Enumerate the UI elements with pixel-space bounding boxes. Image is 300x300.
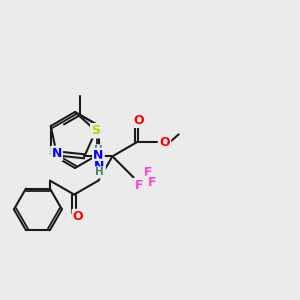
Text: F: F xyxy=(134,179,143,192)
Text: F: F xyxy=(147,176,156,189)
Text: N: N xyxy=(93,149,103,162)
Text: O: O xyxy=(134,114,144,127)
Text: H: H xyxy=(94,145,103,155)
Text: H: H xyxy=(95,167,104,177)
Text: F: F xyxy=(143,166,152,179)
Text: N: N xyxy=(94,160,105,173)
Text: N: N xyxy=(51,147,62,160)
Text: O: O xyxy=(73,210,83,223)
Text: S: S xyxy=(91,124,100,137)
Text: O: O xyxy=(159,136,170,149)
